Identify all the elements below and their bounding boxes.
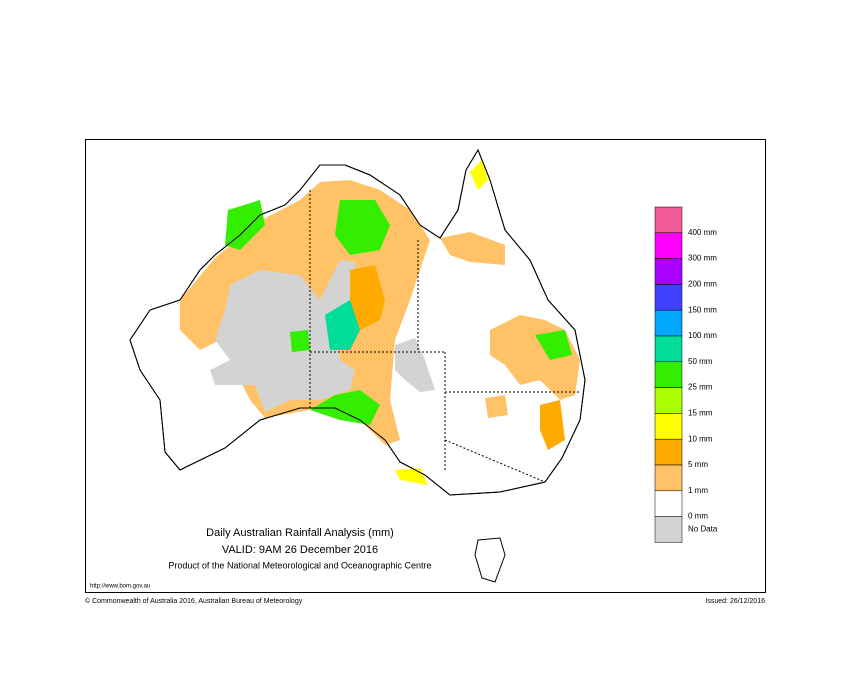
legend: 400 mm 300 mm 200 mm 150 mm 100 mm 50 mm 25 mm…	[654, 206, 718, 543]
no-data-area	[395, 338, 435, 392]
legend-label: 5 mm	[688, 460, 708, 469]
valid-time: VALID: 9AM 26 December 2016	[222, 544, 378, 556]
legend-swatch	[654, 413, 683, 440]
legend-label: 200 mm	[688, 280, 717, 289]
rain-25-50	[310, 390, 380, 425]
legend-label: 1 mm	[688, 486, 708, 495]
legend-label: 100 mm	[688, 331, 717, 340]
legend-swatch	[654, 516, 683, 543]
rain-1-5	[485, 395, 508, 418]
rain-25-50	[225, 200, 265, 250]
no-data-area	[210, 260, 355, 412]
tasmania	[474, 537, 506, 583]
legend-label: 15 mm	[688, 409, 713, 418]
legend-label: 300 mm	[688, 254, 717, 263]
issued-date: Issued: 26/12/2016	[705, 598, 765, 605]
legend-label: 150 mm	[688, 305, 717, 314]
rain-5-10	[540, 400, 565, 450]
rain-25-50	[535, 330, 572, 360]
legend-label: No Data	[688, 525, 718, 534]
legend-label: 0 mm	[688, 512, 708, 521]
legend-swatch	[654, 438, 683, 466]
legend-swatch	[654, 284, 683, 311]
product-note: Product of the National Meteorological a…	[168, 560, 431, 570]
coastline	[129, 148, 586, 496]
legend-swatch	[654, 464, 683, 492]
legend-swatch	[654, 206, 683, 234]
legend-label: 10 mm	[688, 434, 713, 443]
legend-swatch	[654, 258, 683, 285]
source-url: http://www.bom.gov.au	[90, 584, 150, 590]
legend-swatch	[654, 387, 683, 414]
rain-10-15	[470, 160, 488, 190]
rain-5-10	[350, 265, 385, 330]
rain-25-50	[290, 330, 310, 352]
legend-swatch	[654, 232, 683, 259]
state-borders	[309, 190, 580, 483]
legend-swatch	[654, 309, 683, 337]
legend-swatch	[654, 361, 683, 388]
legend-label: 25 mm	[688, 383, 713, 392]
rain-25-50	[335, 200, 390, 255]
rain-1-5	[440, 232, 505, 265]
legend-swatch	[654, 335, 683, 363]
legend-label: 400 mm	[688, 228, 717, 237]
map-title: Daily Australian Rainfall Analysis (mm)	[206, 527, 394, 539]
copyright: © Commonwealth of Australia 2016, Austra…	[85, 597, 303, 605]
legend-label: 50 mm	[688, 357, 713, 366]
australia-map	[129, 148, 586, 583]
legend-swatch	[654, 490, 683, 517]
